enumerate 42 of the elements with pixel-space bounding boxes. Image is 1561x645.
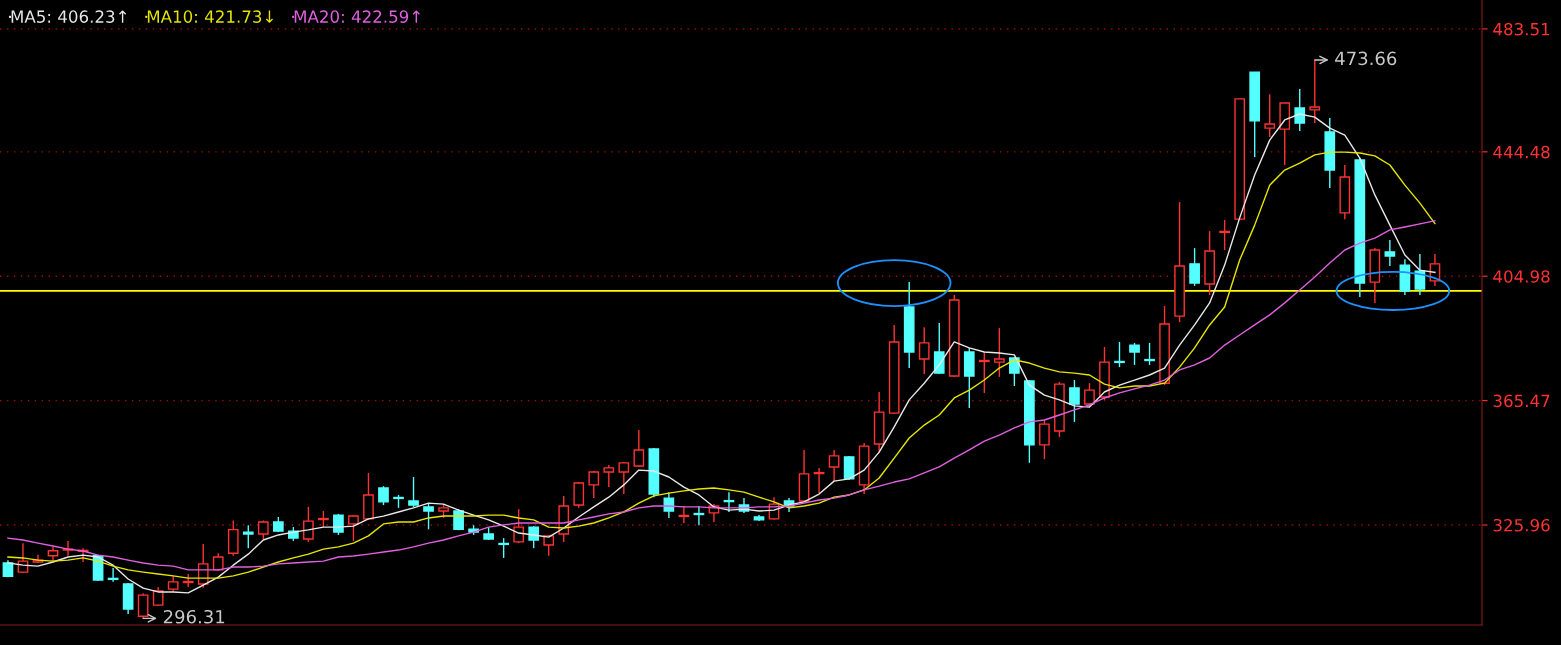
- annotation: 296.31: [163, 609, 225, 624]
- candlestick: [348, 514, 359, 542]
- candlestick: [1219, 219, 1230, 251]
- candlestick: [1189, 247, 1200, 287]
- candlestick: [242, 524, 254, 549]
- candlestick: [828, 449, 840, 482]
- candlestick: [1144, 342, 1155, 366]
- candlestick: [918, 326, 930, 375]
- candlestick: [963, 347, 975, 409]
- legend-label: MA10: 421.73↓: [147, 10, 274, 23]
- candlestick: [618, 461, 630, 495]
- candlestick: [257, 519, 269, 540]
- y-tick-label: 325.96: [1493, 518, 1550, 532]
- candlestick: [1069, 379, 1080, 423]
- candlestick: [227, 519, 239, 557]
- candlestick: [378, 485, 389, 506]
- candlestick: [1039, 419, 1050, 460]
- y-tick-label: 404.98: [1493, 270, 1550, 283]
- candlestick: [1384, 239, 1396, 267]
- legend-label: MA20: 422.59↑: [294, 10, 420, 23]
- candlestick: [1294, 88, 1306, 132]
- candlestick: [1129, 342, 1140, 366]
- candlestick: [513, 508, 525, 544]
- candlestick: [303, 506, 314, 543]
- legend-label: MA5: 406.23↑: [11, 10, 127, 23]
- candlestick: [1264, 93, 1276, 138]
- candlestick: [363, 472, 374, 521]
- candlestick: [603, 464, 615, 488]
- y-tick-label: 483.51: [1493, 22, 1550, 36]
- candlestick: [573, 481, 585, 509]
- annotation: 473.66: [1335, 51, 1397, 66]
- candlestick: [423, 502, 434, 530]
- candlestick: [993, 327, 1005, 378]
- candlestick: [408, 476, 419, 508]
- candlestick: [588, 470, 600, 499]
- candlestick: [978, 351, 990, 394]
- candlestick: [498, 537, 509, 559]
- candlestick: [633, 429, 645, 468]
- y-tick-label: 444.48: [1493, 145, 1550, 159]
- candlestick: [1114, 341, 1125, 368]
- y-tick-label: 365.47: [1493, 394, 1550, 408]
- candlestick: [1309, 59, 1321, 124]
